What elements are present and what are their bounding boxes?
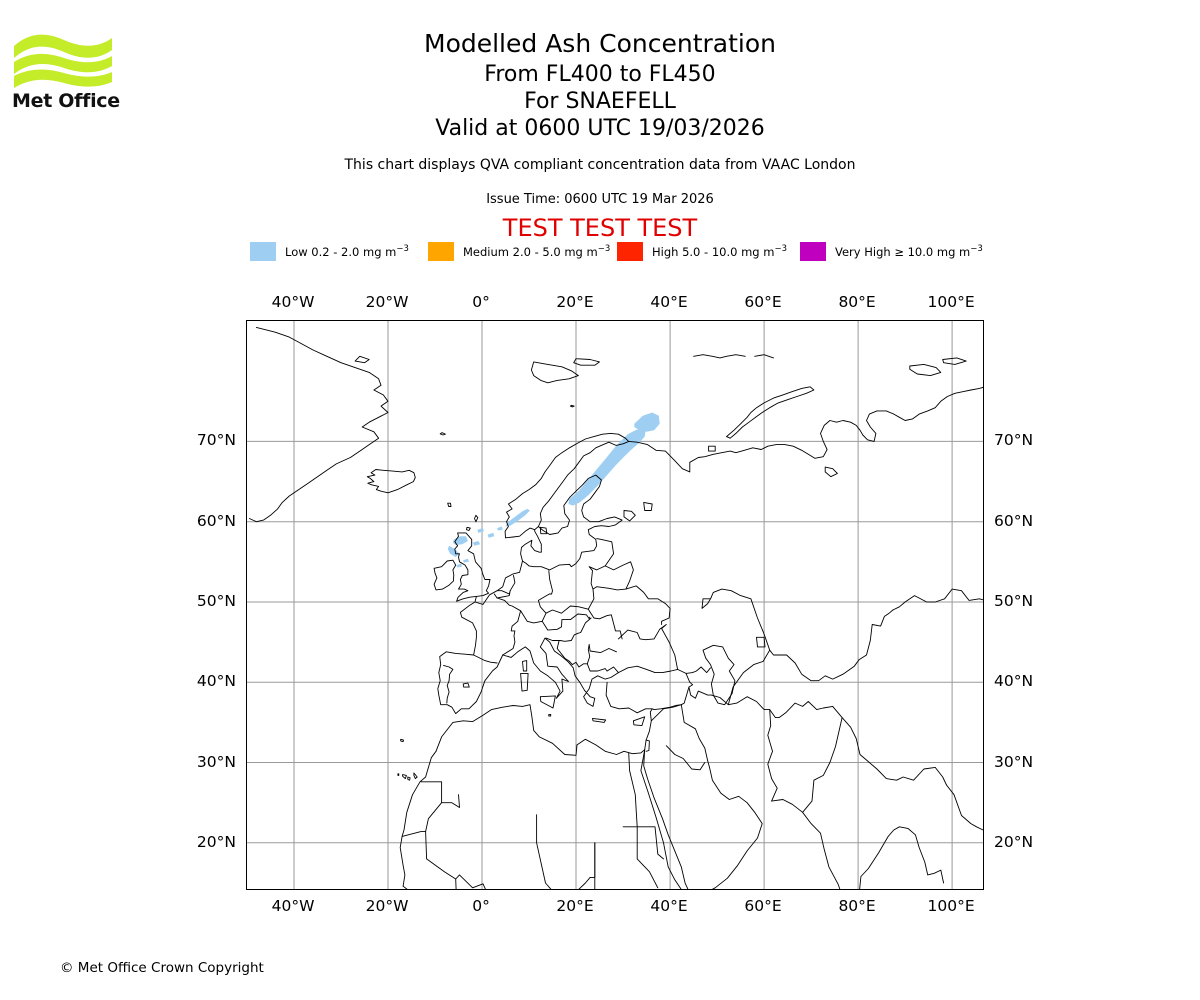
lon-tick-bottom-2: 0° xyxy=(472,897,490,915)
lat-tick-right-2: 40°N xyxy=(994,672,1034,691)
lon-tick-bottom-1: 20°W xyxy=(365,897,409,915)
valid-time-label: Valid at 0600 UTC 19/03/2026 xyxy=(435,116,765,141)
lat-tick-right-1: 30°N xyxy=(994,752,1034,771)
lon-tick-bottom-4: 40°E xyxy=(650,897,688,915)
lat-tick-right-0: 20°N xyxy=(994,832,1034,851)
legend-swatch-low xyxy=(250,241,276,261)
legend-item-high: High 5.0 - 10.0 mg m−3 xyxy=(617,240,787,262)
issue-time-label: Issue Time: 0600 UTC 19 Mar 2026 xyxy=(486,192,714,207)
lon-tick-top-4: 40°E xyxy=(650,293,688,311)
volcano-site-label: For SNAEFELL xyxy=(524,89,676,114)
met-office-logo-text: Met Office xyxy=(12,90,120,112)
lon-tick-bottom-6: 80°E xyxy=(838,897,876,915)
lon-tick-bottom-5: 60°E xyxy=(744,897,782,915)
ash-plume-low xyxy=(447,412,660,568)
lat-tick-right-5: 70°N xyxy=(994,431,1034,450)
lon-tick-bottom-3: 20°E xyxy=(556,897,594,915)
lat-tick-left-1: 30°N xyxy=(196,752,236,771)
lat-tick-left-0: 20°N xyxy=(196,832,236,851)
lon-tick-top-5: 60°E xyxy=(744,293,782,311)
lon-tick-top-3: 20°E xyxy=(556,293,594,311)
lat-tick-right-4: 60°N xyxy=(994,511,1034,530)
lat-tick-left-2: 40°N xyxy=(196,672,236,691)
lat-tick-left-4: 60°N xyxy=(196,511,236,530)
page-title: Modelled Ash Concentration xyxy=(424,29,776,58)
legend-swatch-high xyxy=(617,241,643,261)
concentration-legend: Low 0.2 - 2.0 mg m−3 Medium 2.0 - 5.0 mg… xyxy=(0,240,1200,262)
legend-label-low: Low 0.2 - 2.0 mg m−3 xyxy=(285,243,409,259)
met-office-logo xyxy=(12,28,122,113)
lat-tick-left-3: 50°N xyxy=(196,591,236,610)
legend-item-low: Low 0.2 - 2.0 mg m−3 xyxy=(250,240,409,262)
lon-tick-top-2: 0° xyxy=(472,293,490,311)
legend-swatch-medium xyxy=(428,241,454,261)
qva-note: This chart displays QVA compliant concen… xyxy=(344,157,856,173)
legend-label-high: High 5.0 - 10.0 mg m−3 xyxy=(652,243,787,259)
map-coastlines xyxy=(248,326,983,889)
flight-levels-label: From FL400 to FL450 xyxy=(484,62,716,87)
lon-tick-top-7: 100°E xyxy=(927,293,975,311)
copyright-notice: © Met Office Crown Copyright xyxy=(60,960,264,976)
legend-item-very-high: Very High ≥ 10.0 mg m−3 xyxy=(800,240,983,262)
lat-tick-left-5: 70°N xyxy=(196,431,236,450)
legend-item-medium: Medium 2.0 - 5.0 mg m−3 xyxy=(428,240,610,262)
lon-tick-bottom-0: 40°W xyxy=(271,897,315,915)
lon-tick-bottom-7: 100°E xyxy=(927,897,975,915)
legend-swatch-very-high xyxy=(800,241,826,261)
test-banner: TEST TEST TEST xyxy=(502,214,698,242)
legend-label-medium: Medium 2.0 - 5.0 mg m−3 xyxy=(463,243,611,259)
map-gridlines xyxy=(247,321,983,889)
lat-tick-right-3: 50°N xyxy=(994,591,1034,610)
legend-label-very-high: Very High ≥ 10.0 mg m−3 xyxy=(835,243,983,259)
ash-concentration-map xyxy=(246,320,984,890)
lon-tick-top-0: 40°W xyxy=(271,293,315,311)
lon-tick-top-6: 80°E xyxy=(838,293,876,311)
lon-tick-top-1: 20°W xyxy=(365,293,409,311)
